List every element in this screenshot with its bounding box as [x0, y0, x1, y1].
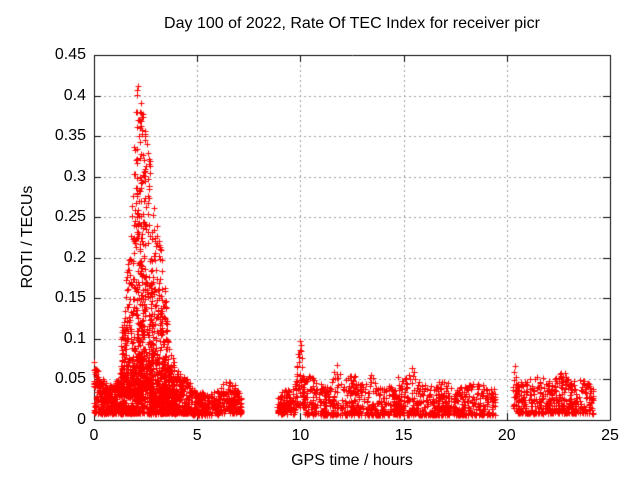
x-tick-label: 25 [601, 427, 619, 444]
y-tick-label: 0.1 [63, 329, 86, 347]
x-tick-label: 0 [89, 427, 99, 444]
x-tick-label: 15 [394, 427, 413, 444]
y-tick-label: 0.2 [63, 248, 86, 266]
y-tick-label: 0.45 [54, 46, 86, 63]
chart-title: Day 100 of 2022, Rate Of TEC Index for r… [164, 15, 540, 32]
y-tick-label: 0.35 [54, 127, 86, 145]
x-tick-label: 5 [192, 427, 202, 444]
y-axis-label: ROTI / TECUs [19, 185, 36, 289]
x-tick-label: 10 [291, 427, 310, 444]
y-tick-label: 0.15 [54, 289, 86, 307]
x-tick-label: 20 [497, 427, 516, 444]
x-axis-label: GPS time / hours [291, 452, 413, 469]
y-tick-label: 0.4 [63, 86, 86, 104]
y-tick-label: 0.3 [63, 167, 86, 185]
y-tick-label: 0.25 [54, 208, 86, 226]
y-tick-label: 0.05 [54, 370, 86, 388]
y-tick-label: 0 [77, 411, 86, 428]
